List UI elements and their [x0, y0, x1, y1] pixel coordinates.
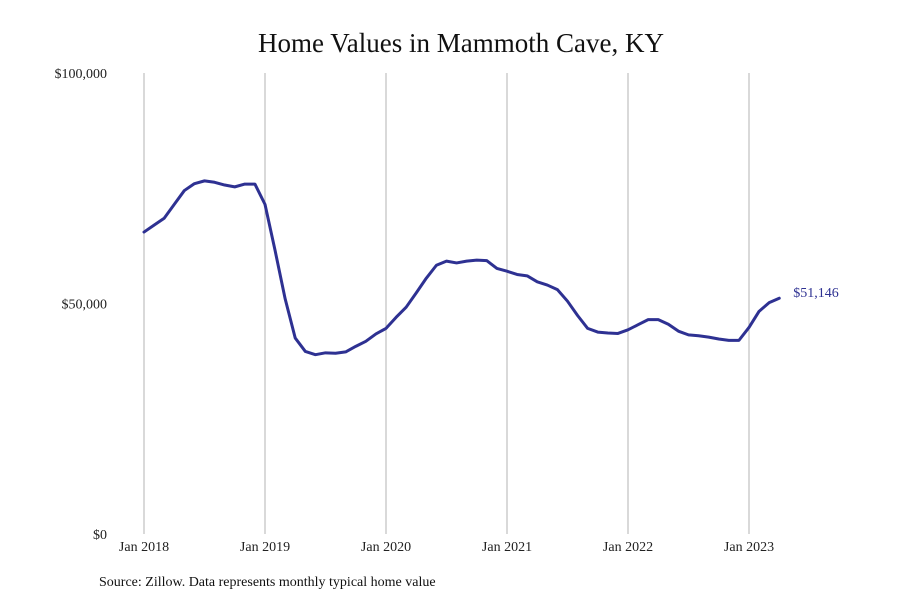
series-line — [142, 179, 781, 357]
series-layer: $51,146 — [142, 179, 839, 357]
x-tick-label: Jan 2019 — [240, 540, 290, 555]
y-tick-label: $0 — [93, 528, 107, 543]
x-tick-label: Jan 2023 — [724, 540, 774, 555]
chart-title: Home Values in Mammoth Cave, KY — [258, 28, 664, 58]
x-tick-label: Jan 2022 — [603, 540, 653, 555]
x-tick-label: Jan 2020 — [361, 540, 411, 555]
x-axis: Jan 2018 Jan 2019 Jan 2020 Jan 2021 Jan 2022… — [119, 540, 774, 555]
source-note: Source: Zillow. Data represents monthly … — [99, 575, 436, 590]
x-tick-label: Jan 2018 — [119, 540, 169, 555]
grid-layer — [143, 73, 750, 534]
series-end-label: $51,146 — [793, 286, 839, 301]
x-tick-label: Jan 2021 — [482, 540, 532, 555]
y-tick-label: $50,000 — [62, 298, 108, 313]
y-axis: $0 $50,000 $100,000 — [55, 67, 108, 543]
y-tick-label: $100,000 — [55, 67, 108, 82]
